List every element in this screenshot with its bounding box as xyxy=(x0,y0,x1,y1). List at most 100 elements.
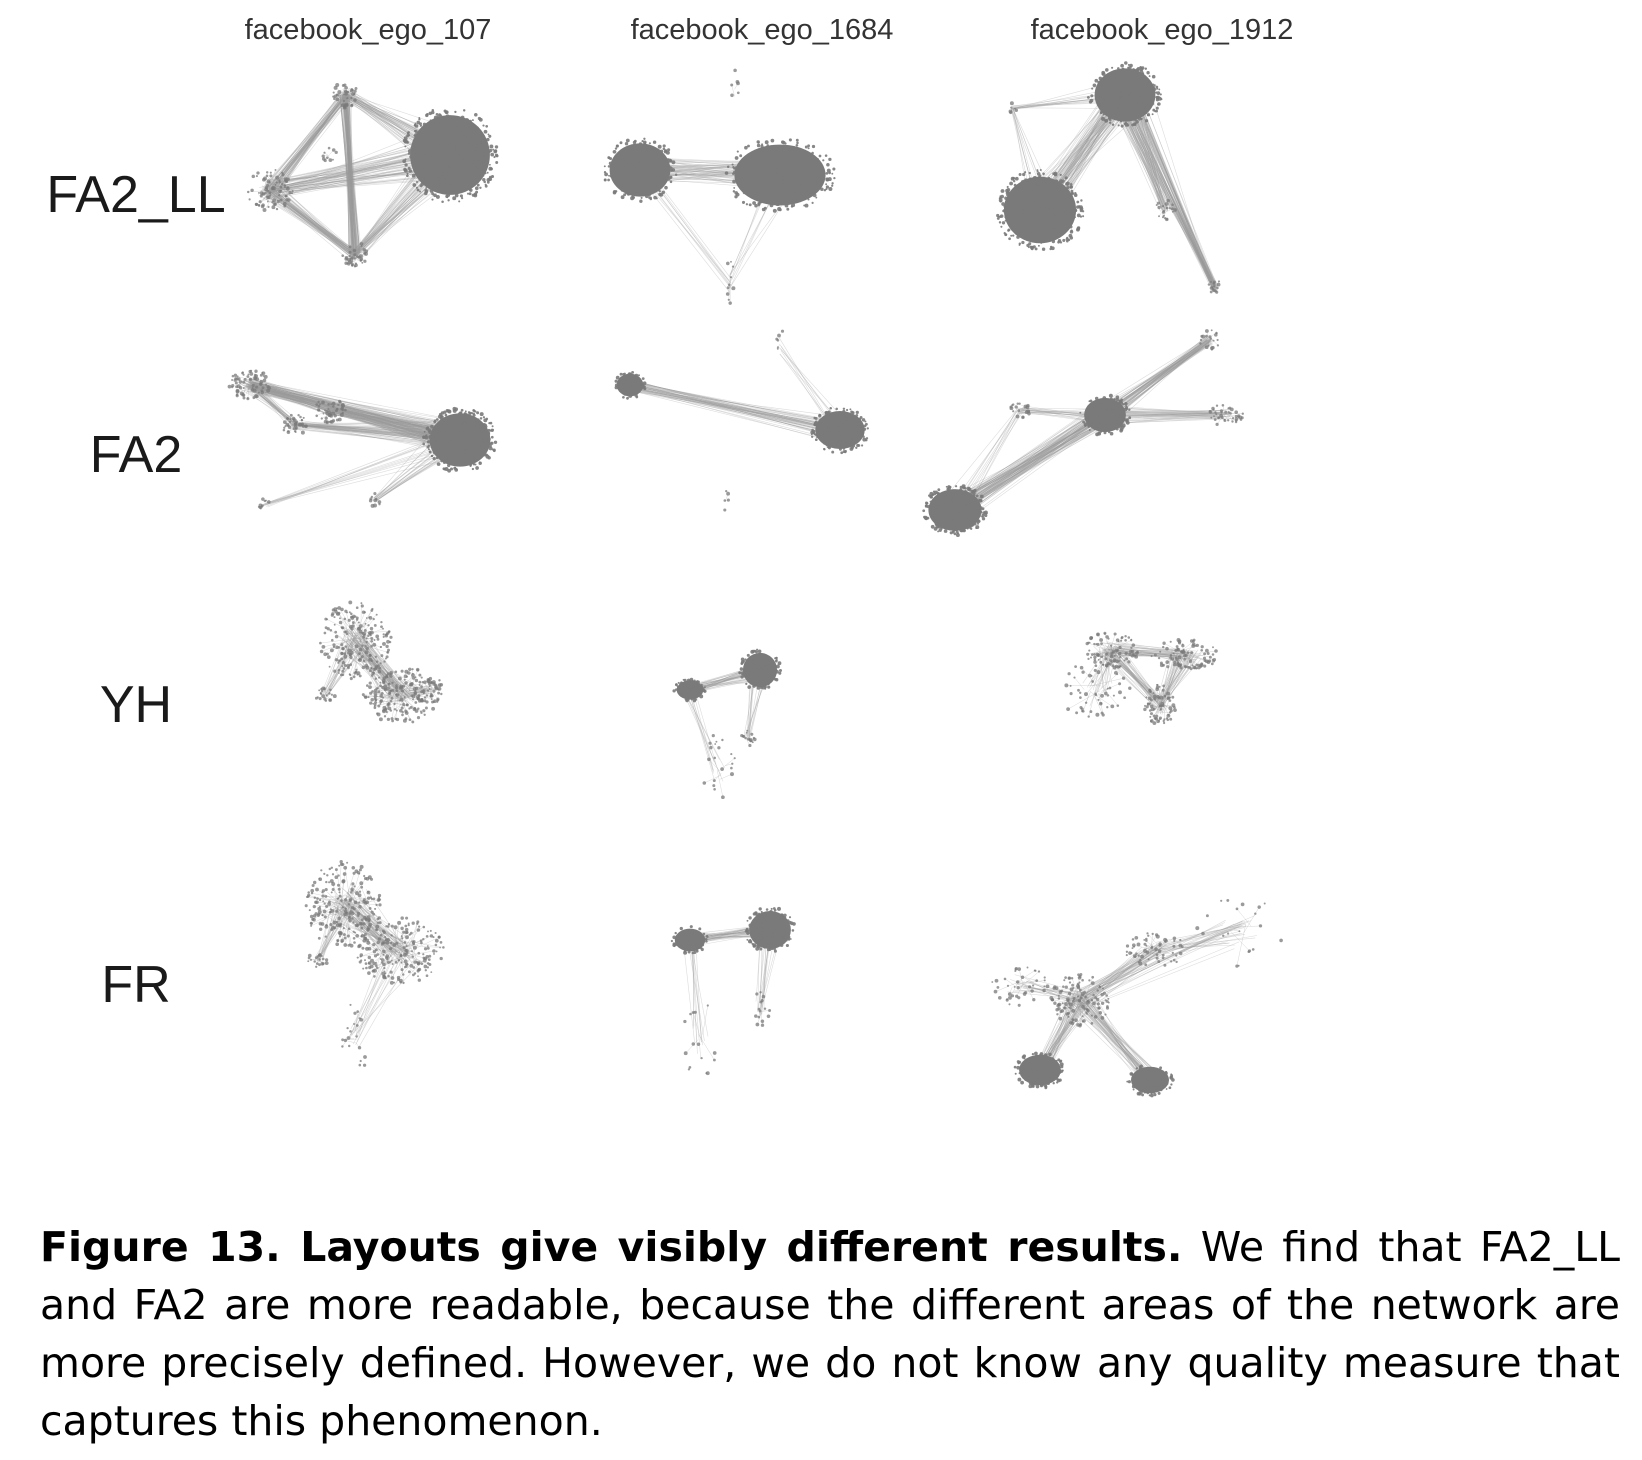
node xyxy=(346,90,350,94)
node xyxy=(439,157,443,161)
node xyxy=(1132,95,1135,98)
node xyxy=(639,170,644,175)
node xyxy=(633,139,637,143)
edge xyxy=(1132,95,1218,289)
edge xyxy=(698,1034,715,1061)
edge xyxy=(626,384,841,431)
edge xyxy=(1095,931,1228,1000)
edge xyxy=(1125,97,1216,289)
node xyxy=(444,188,449,193)
node xyxy=(341,254,344,257)
node xyxy=(1104,98,1107,102)
node xyxy=(628,394,633,398)
node xyxy=(482,147,485,150)
node xyxy=(815,169,818,172)
edge xyxy=(348,92,356,259)
node xyxy=(251,174,256,179)
node xyxy=(749,171,752,175)
node xyxy=(1110,74,1115,79)
node xyxy=(1136,91,1141,96)
node xyxy=(351,92,355,96)
node xyxy=(833,176,836,180)
node xyxy=(1120,112,1125,116)
edge xyxy=(962,409,1108,508)
node xyxy=(1066,185,1070,190)
node xyxy=(652,184,656,188)
edge xyxy=(278,188,356,256)
node xyxy=(1066,216,1070,220)
node xyxy=(1141,92,1145,96)
node xyxy=(327,413,332,417)
node xyxy=(462,129,465,132)
node xyxy=(433,148,437,151)
node xyxy=(1139,86,1143,90)
edge xyxy=(1128,99,1214,291)
node xyxy=(442,460,447,465)
node xyxy=(831,172,834,175)
edge xyxy=(1117,93,1216,290)
node xyxy=(436,133,440,138)
edge xyxy=(1138,97,1166,213)
edge xyxy=(780,348,840,423)
panel-fa2-ego-1684-edges xyxy=(622,335,850,502)
node xyxy=(1121,101,1125,105)
edge xyxy=(273,191,350,255)
node xyxy=(235,389,240,394)
edge xyxy=(1121,91,1215,287)
node xyxy=(328,158,333,162)
node xyxy=(1135,100,1139,104)
node xyxy=(1127,63,1130,66)
node xyxy=(1048,187,1051,190)
node xyxy=(472,412,475,415)
node xyxy=(1140,66,1145,70)
node xyxy=(482,174,485,177)
edge xyxy=(342,94,358,251)
node xyxy=(743,162,747,166)
edge xyxy=(345,95,355,255)
panel-fa2-ego-1684-nodes xyxy=(614,329,869,512)
node xyxy=(807,144,811,148)
node xyxy=(644,151,648,154)
edge xyxy=(1132,91,1217,287)
node xyxy=(793,183,796,186)
node xyxy=(1210,281,1212,283)
node xyxy=(447,164,450,167)
node xyxy=(465,418,469,422)
edge xyxy=(727,278,732,295)
node xyxy=(617,165,621,169)
edge xyxy=(246,387,447,438)
edge xyxy=(250,383,453,447)
edge xyxy=(247,386,458,431)
node xyxy=(785,178,789,181)
node xyxy=(460,414,463,418)
edge xyxy=(340,94,354,259)
edge xyxy=(340,92,354,252)
edge xyxy=(275,94,347,180)
node xyxy=(828,157,832,162)
node xyxy=(1122,90,1125,93)
node xyxy=(621,379,625,384)
edge xyxy=(272,98,347,193)
node xyxy=(479,445,483,449)
node xyxy=(327,146,331,150)
edge xyxy=(346,95,358,257)
node xyxy=(739,154,743,158)
node xyxy=(807,198,810,201)
edge xyxy=(1127,98,1219,289)
edge xyxy=(347,98,355,253)
node xyxy=(1096,96,1101,101)
node xyxy=(1165,217,1169,221)
edge xyxy=(339,93,356,261)
node xyxy=(471,159,475,164)
node xyxy=(346,258,349,261)
edge xyxy=(1236,923,1247,967)
node xyxy=(614,379,618,383)
edge xyxy=(1104,339,1207,410)
node xyxy=(465,118,468,121)
node xyxy=(238,380,243,384)
node xyxy=(727,298,730,301)
node xyxy=(333,85,338,90)
edge xyxy=(266,96,350,194)
edge xyxy=(625,389,835,432)
node xyxy=(473,193,478,198)
